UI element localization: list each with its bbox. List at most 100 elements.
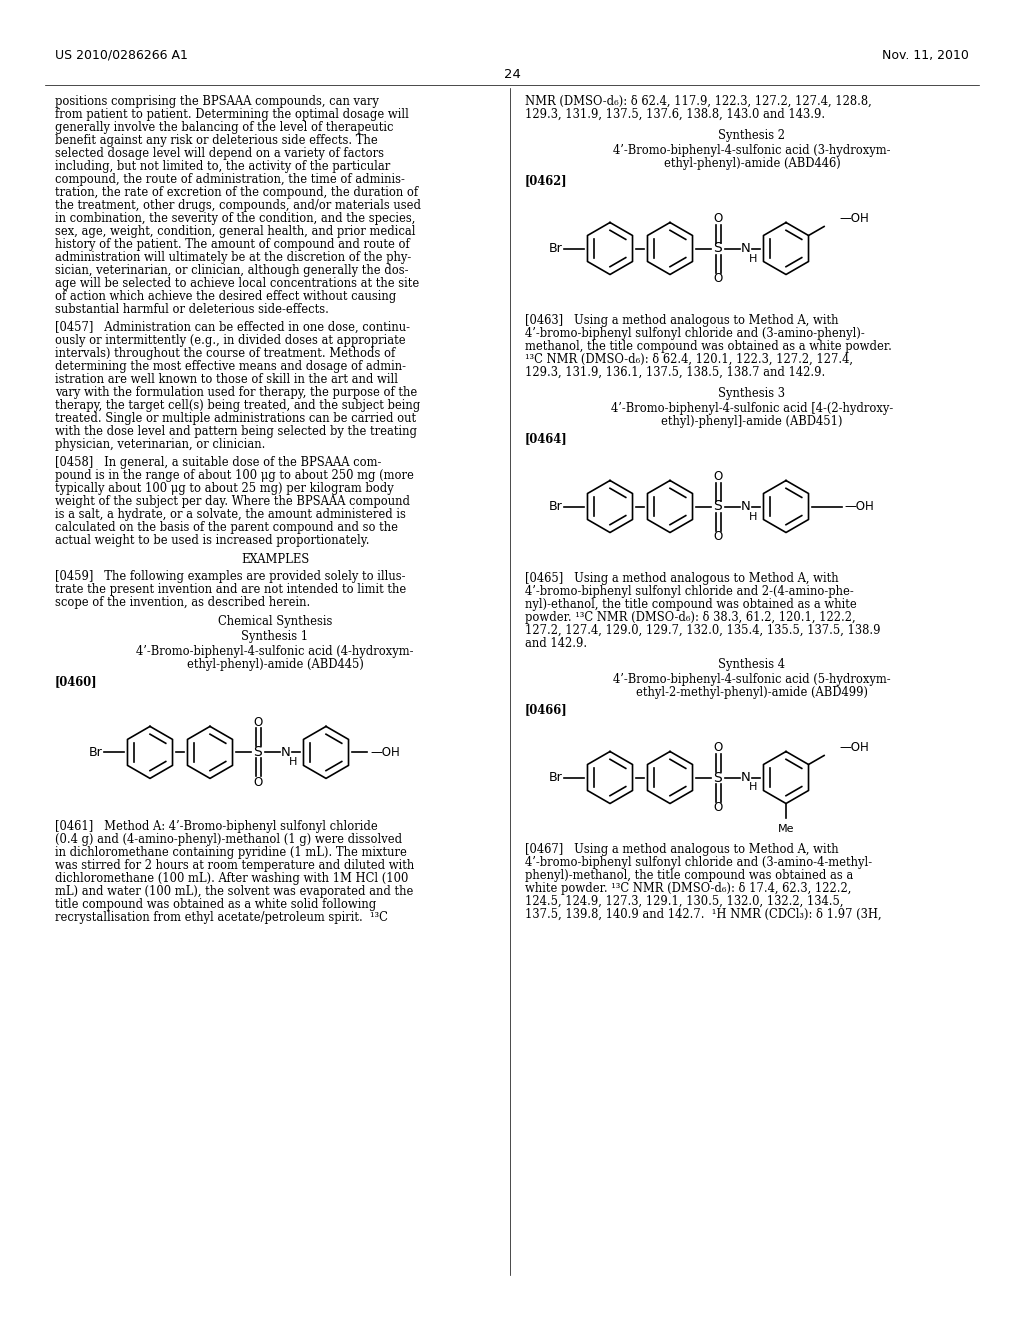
Text: H: H xyxy=(749,783,757,792)
Text: [0459]   The following examples are provided solely to illus-: [0459] The following examples are provid… xyxy=(55,570,406,583)
Text: phenyl)-methanol, the title compound was obtained as a: phenyl)-methanol, the title compound was… xyxy=(525,869,853,882)
Text: Me: Me xyxy=(778,824,795,833)
Text: 24: 24 xyxy=(504,69,520,82)
Text: in combination, the severity of the condition, and the species,: in combination, the severity of the cond… xyxy=(55,213,416,224)
Text: trate the present invention and are not intended to limit the: trate the present invention and are not … xyxy=(55,583,407,597)
Text: US 2010/0286266 A1: US 2010/0286266 A1 xyxy=(55,49,187,62)
Text: O: O xyxy=(714,470,723,483)
Text: S: S xyxy=(254,746,262,759)
Text: title compound was obtained as a white solid following: title compound was obtained as a white s… xyxy=(55,899,376,911)
Text: 127.2, 127.4, 129.0, 129.7, 132.0, 135.4, 135.5, 137.5, 138.9: 127.2, 127.4, 129.0, 129.7, 132.0, 135.4… xyxy=(525,624,881,638)
Text: O: O xyxy=(253,776,262,789)
Text: benefit against any risk or deleterious side effects. The: benefit against any risk or deleterious … xyxy=(55,135,378,147)
Text: 4’-bromo-biphenyl sulfonyl chloride and (3-amino-4-methyl-: 4’-bromo-biphenyl sulfonyl chloride and … xyxy=(525,855,872,869)
Text: methanol, the title compound was obtained as a white powder.: methanol, the title compound was obtaine… xyxy=(525,341,892,352)
Text: nyl)-ethanol, the title compound was obtained as a white: nyl)-ethanol, the title compound was obt… xyxy=(525,598,857,611)
Text: N: N xyxy=(741,500,751,513)
Text: [0457]   Administration can be effected in one dose, continu-: [0457] Administration can be effected in… xyxy=(55,321,410,334)
Text: 124.5, 124.9, 127.3, 129.1, 130.5, 132.0, 132.2, 134.5,: 124.5, 124.9, 127.3, 129.1, 130.5, 132.0… xyxy=(525,895,844,908)
Text: —OH: —OH xyxy=(839,741,868,754)
Text: with the dose level and pattern being selected by the treating: with the dose level and pattern being se… xyxy=(55,425,417,438)
Text: —OH: —OH xyxy=(370,746,399,759)
Text: Synthesis 2: Synthesis 2 xyxy=(719,129,785,143)
Text: Synthesis 3: Synthesis 3 xyxy=(719,387,785,400)
Text: H: H xyxy=(289,758,297,767)
Text: recrystallisation from ethyl acetate/petroleum spirit.  ¹³C: recrystallisation from ethyl acetate/pet… xyxy=(55,911,388,924)
Text: 4’-bromo-biphenyl sulfonyl chloride and (3-amino-phenyl)-: 4’-bromo-biphenyl sulfonyl chloride and … xyxy=(525,327,864,341)
Text: O: O xyxy=(714,272,723,285)
Text: [0467]   Using a method analogous to Method A, with: [0467] Using a method analogous to Metho… xyxy=(525,843,839,855)
Text: istration are well known to those of skill in the art and will: istration are well known to those of ski… xyxy=(55,374,398,387)
Text: treated. Single or multiple administrations can be carried out: treated. Single or multiple administrati… xyxy=(55,412,416,425)
Text: intervals) throughout the course of treatment. Methods of: intervals) throughout the course of trea… xyxy=(55,347,395,360)
Text: tration, the rate of excretion of the compound, the duration of: tration, the rate of excretion of the co… xyxy=(55,186,418,199)
Text: the treatment, other drugs, compounds, and/or materials used: the treatment, other drugs, compounds, a… xyxy=(55,199,421,213)
Text: sician, veterinarian, or clinician, although generally the dos-: sician, veterinarian, or clinician, alth… xyxy=(55,264,409,277)
Text: 129.3, 131.9, 137.5, 137.6, 138.8, 143.0 and 143.9.: 129.3, 131.9, 137.5, 137.6, 138.8, 143.0… xyxy=(525,108,825,121)
Text: Nov. 11, 2010: Nov. 11, 2010 xyxy=(882,49,969,62)
Text: positions comprising the BPSAAA compounds, can vary: positions comprising the BPSAAA compound… xyxy=(55,95,379,108)
Text: sex, age, weight, condition, general health, and prior medical: sex, age, weight, condition, general hea… xyxy=(55,224,416,238)
Text: ethyl)-phenyl]-amide (ABD451): ethyl)-phenyl]-amide (ABD451) xyxy=(662,414,843,428)
Text: N: N xyxy=(282,746,291,759)
Text: selected dosage level will depend on a variety of factors: selected dosage level will depend on a v… xyxy=(55,147,384,160)
Text: Br: Br xyxy=(88,746,102,759)
Text: actual weight to be used is increased proportionately.: actual weight to be used is increased pr… xyxy=(55,535,370,548)
Text: —OH: —OH xyxy=(844,500,873,513)
Text: typically about 100 μg to about 25 mg) per kilogram body: typically about 100 μg to about 25 mg) p… xyxy=(55,482,394,495)
Text: ethyl-2-methyl-phenyl)-amide (ABD499): ethyl-2-methyl-phenyl)-amide (ABD499) xyxy=(636,686,868,700)
Text: O: O xyxy=(714,531,723,543)
Text: [0464]: [0464] xyxy=(525,432,567,445)
Text: S: S xyxy=(714,499,722,513)
Text: [0463]   Using a method analogous to Method A, with: [0463] Using a method analogous to Metho… xyxy=(525,314,839,327)
Text: Br: Br xyxy=(548,242,562,255)
Text: history of the patient. The amount of compound and route of: history of the patient. The amount of co… xyxy=(55,238,410,251)
Text: [0460]: [0460] xyxy=(55,676,97,689)
Text: O: O xyxy=(253,715,262,729)
Text: pound is in the range of about 100 μg to about 250 mg (more: pound is in the range of about 100 μg to… xyxy=(55,470,414,482)
Text: mL) and water (100 mL), the solvent was evaporated and the: mL) and water (100 mL), the solvent was … xyxy=(55,886,414,899)
Text: white powder. ¹³C NMR (DMSO-d₆): δ 17.4, 62.3, 122.2,: white powder. ¹³C NMR (DMSO-d₆): δ 17.4,… xyxy=(525,882,851,895)
Text: [0462]: [0462] xyxy=(525,174,567,187)
Text: Synthesis 4: Synthesis 4 xyxy=(719,657,785,671)
Text: 137.5, 139.8, 140.9 and 142.7.  ¹H NMR (CDCl₃): δ 1.97 (3H,: 137.5, 139.8, 140.9 and 142.7. ¹H NMR (C… xyxy=(525,908,882,921)
Text: and 142.9.: and 142.9. xyxy=(525,638,587,649)
Text: dichloromethane (100 mL). After washing with 1M HCl (100: dichloromethane (100 mL). After washing … xyxy=(55,873,409,886)
Text: 4’-bromo-biphenyl sulfonyl chloride and 2-(4-amino-phe-: 4’-bromo-biphenyl sulfonyl chloride and … xyxy=(525,585,854,598)
Text: Chemical Synthesis: Chemical Synthesis xyxy=(218,615,332,628)
Text: 4’-Bromo-biphenyl-4-sulfonic acid (3-hydroxym-: 4’-Bromo-biphenyl-4-sulfonic acid (3-hyd… xyxy=(613,144,891,157)
Text: N: N xyxy=(741,771,751,784)
Text: [0458]   In general, a suitable dose of the BPSAAA com-: [0458] In general, a suitable dose of th… xyxy=(55,457,381,470)
Text: powder. ¹³C NMR (DMSO-d₆): δ 38.3, 61.2, 120.1, 122.2,: powder. ¹³C NMR (DMSO-d₆): δ 38.3, 61.2,… xyxy=(525,611,856,624)
Text: of action which achieve the desired effect without causing: of action which achieve the desired effe… xyxy=(55,290,396,304)
Text: O: O xyxy=(714,741,723,754)
Text: vary with the formulation used for therapy, the purpose of the: vary with the formulation used for thera… xyxy=(55,387,417,399)
Text: substantial harmful or deleterious side-effects.: substantial harmful or deleterious side-… xyxy=(55,304,329,315)
Text: administration will ultimately be at the discretion of the phy-: administration will ultimately be at the… xyxy=(55,251,412,264)
Text: age will be selected to achieve local concentrations at the site: age will be selected to achieve local co… xyxy=(55,277,419,290)
Text: N: N xyxy=(741,242,751,255)
Text: weight of the subject per day. Where the BPSAAA compound: weight of the subject per day. Where the… xyxy=(55,495,410,508)
Text: compound, the route of administration, the time of adminis-: compound, the route of administration, t… xyxy=(55,173,404,186)
Text: ethyl-phenyl)-amide (ABD446): ethyl-phenyl)-amide (ABD446) xyxy=(664,157,841,170)
Text: 129.3, 131.9, 136.1, 137.5, 138.5, 138.7 and 142.9.: 129.3, 131.9, 136.1, 137.5, 138.5, 138.7… xyxy=(525,366,825,379)
Text: 4’-Bromo-biphenyl-4-sulfonic acid (4-hydroxym-: 4’-Bromo-biphenyl-4-sulfonic acid (4-hyd… xyxy=(136,645,414,659)
Text: —OH: —OH xyxy=(839,213,868,224)
Text: physician, veterinarian, or clinician.: physician, veterinarian, or clinician. xyxy=(55,438,265,451)
Text: generally involve the balancing of the level of therapeutic: generally involve the balancing of the l… xyxy=(55,121,393,135)
Text: S: S xyxy=(714,771,722,784)
Text: H: H xyxy=(749,253,757,264)
Text: 4’-Bromo-biphenyl-4-sulfonic acid (5-hydroxym-: 4’-Bromo-biphenyl-4-sulfonic acid (5-hyd… xyxy=(613,673,891,686)
Text: Br: Br xyxy=(548,500,562,513)
Text: ethyl-phenyl)-amide (ABD445): ethyl-phenyl)-amide (ABD445) xyxy=(186,659,364,672)
Text: calculated on the basis of the parent compound and so the: calculated on the basis of the parent co… xyxy=(55,521,398,535)
Text: [0466]: [0466] xyxy=(525,704,567,715)
Text: Br: Br xyxy=(548,771,562,784)
Text: H: H xyxy=(749,511,757,521)
Text: [0465]   Using a method analogous to Method A, with: [0465] Using a method analogous to Metho… xyxy=(525,572,839,585)
Text: [0461]   Method A: 4’-Bromo-biphenyl sulfonyl chloride: [0461] Method A: 4’-Bromo-biphenyl sulfo… xyxy=(55,821,378,833)
Text: O: O xyxy=(714,801,723,814)
Text: from patient to patient. Determining the optimal dosage will: from patient to patient. Determining the… xyxy=(55,108,409,121)
Text: S: S xyxy=(714,242,722,256)
Text: was stirred for 2 hours at room temperature and diluted with: was stirred for 2 hours at room temperat… xyxy=(55,859,415,873)
